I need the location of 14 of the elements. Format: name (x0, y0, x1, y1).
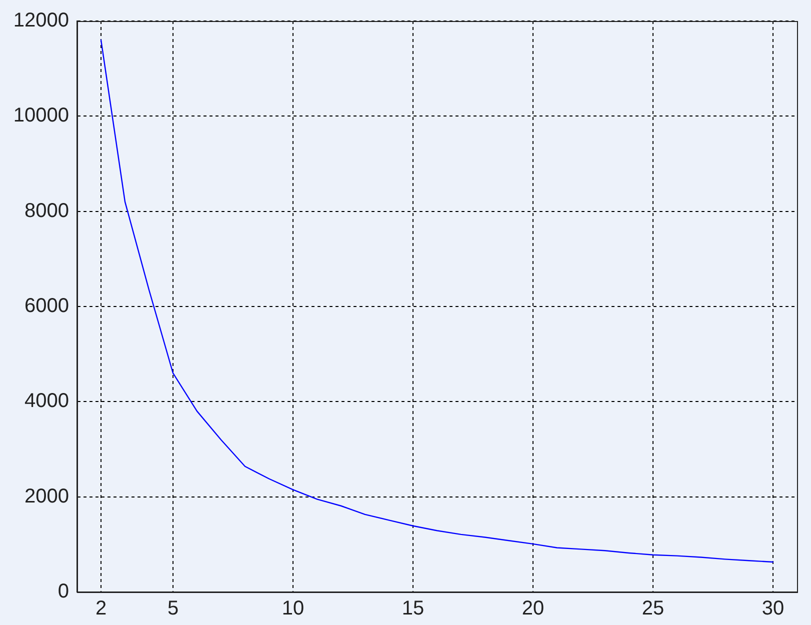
x-tick-label: 20 (522, 598, 544, 620)
y-tick-label: 10000 (13, 104, 69, 127)
x-tick-label: 5 (167, 598, 179, 620)
x-tick-label: 10 (282, 598, 304, 620)
y-tick-label: 4000 (24, 390, 69, 412)
x-tick-label: 25 (642, 598, 664, 620)
y-tick-label: 2000 (24, 485, 69, 508)
x-tick-label: 30 (762, 598, 784, 620)
y-tick-label: 8000 (24, 200, 69, 222)
y-tick-label: 6000 (24, 295, 69, 318)
x-tick-label: 15 (402, 598, 424, 620)
y-tick-label: 12000 (13, 10, 69, 32)
x-tick-label: 2 (95, 598, 107, 620)
y-tick-label: 0 (58, 580, 69, 603)
